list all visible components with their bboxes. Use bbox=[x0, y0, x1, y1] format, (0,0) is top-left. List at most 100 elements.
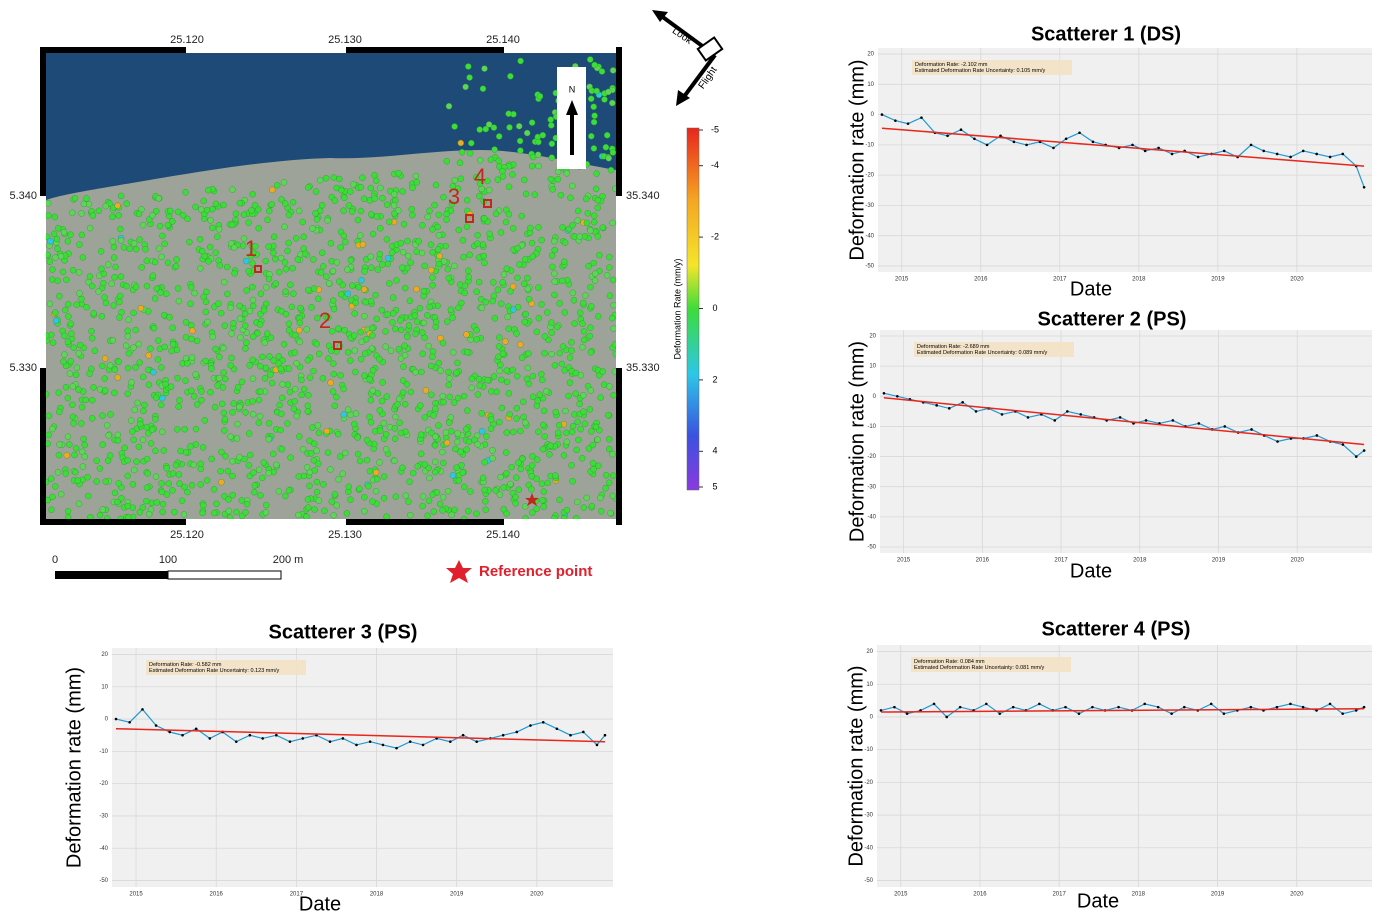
y-tick-label: 20 bbox=[866, 649, 873, 655]
map-point bbox=[68, 330, 75, 337]
map-point bbox=[328, 258, 335, 265]
map-point bbox=[476, 126, 483, 133]
map-point bbox=[594, 436, 601, 443]
map-point bbox=[265, 243, 272, 250]
map-point bbox=[410, 469, 417, 477]
data-point bbox=[984, 702, 988, 706]
map-point bbox=[231, 270, 238, 277]
data-point bbox=[1315, 434, 1319, 437]
map-point bbox=[361, 286, 368, 293]
map-point bbox=[392, 493, 399, 500]
map-point bbox=[86, 273, 94, 280]
map-point bbox=[547, 175, 555, 183]
map-point bbox=[585, 445, 593, 452]
map-point bbox=[221, 322, 229, 329]
data-point bbox=[920, 116, 923, 119]
map-point bbox=[243, 287, 250, 294]
map-point bbox=[132, 364, 139, 371]
map-point bbox=[535, 315, 542, 322]
map-point bbox=[431, 468, 439, 476]
map-point bbox=[49, 276, 56, 283]
y-tick-label: 0 bbox=[870, 715, 874, 721]
map-point bbox=[357, 328, 364, 336]
map-point bbox=[559, 224, 566, 231]
map-point bbox=[514, 244, 521, 252]
map-point bbox=[383, 393, 390, 400]
map-point bbox=[517, 147, 524, 154]
map-point bbox=[265, 469, 272, 477]
map-point bbox=[252, 243, 259, 250]
map-point bbox=[399, 264, 406, 271]
map-point bbox=[463, 426, 470, 433]
map-point bbox=[154, 337, 162, 344]
data-point bbox=[1362, 449, 1366, 452]
map-point bbox=[172, 262, 180, 270]
map-point bbox=[411, 312, 419, 319]
map-point bbox=[539, 131, 546, 139]
data-point bbox=[1064, 705, 1067, 709]
map-point bbox=[392, 413, 399, 421]
map-point bbox=[558, 360, 566, 368]
map-point bbox=[405, 498, 412, 505]
map-point bbox=[345, 406, 352, 413]
map-point bbox=[265, 275, 273, 283]
y-axis-label: Deformation rate (mm) bbox=[846, 59, 868, 260]
map-point bbox=[356, 457, 364, 465]
map-point bbox=[359, 241, 367, 248]
map-point bbox=[574, 207, 582, 215]
map-point bbox=[586, 406, 594, 413]
map-point bbox=[282, 310, 290, 318]
map-point bbox=[315, 295, 322, 302]
map-point bbox=[577, 309, 584, 316]
map-point bbox=[569, 428, 576, 436]
y-tick-label: -50 bbox=[867, 545, 876, 551]
map-point bbox=[331, 197, 339, 204]
data-point bbox=[181, 733, 184, 737]
map-point bbox=[579, 455, 586, 462]
map-point bbox=[366, 468, 374, 475]
map-point bbox=[289, 265, 296, 272]
map-point bbox=[445, 102, 453, 110]
map-point bbox=[255, 396, 263, 404]
map-point bbox=[498, 376, 505, 383]
map-point bbox=[363, 456, 371, 464]
annotation: Deformation Rate: -2.689 mm bbox=[917, 344, 990, 350]
map-point bbox=[602, 472, 610, 479]
map-point bbox=[327, 239, 335, 247]
scatterer-markers bbox=[254, 199, 492, 350]
map-point bbox=[419, 502, 426, 510]
map-point bbox=[568, 347, 575, 354]
map-point bbox=[432, 181, 440, 189]
y-tick-label: -30 bbox=[864, 813, 873, 819]
map-point bbox=[137, 421, 144, 428]
map-point bbox=[279, 381, 286, 388]
map-point bbox=[46, 440, 51, 447]
map-point bbox=[425, 497, 433, 504]
map-point bbox=[174, 374, 181, 382]
data-point bbox=[1025, 143, 1028, 147]
map-point bbox=[484, 177, 491, 185]
map-point bbox=[343, 510, 351, 517]
map-point bbox=[52, 317, 60, 324]
map-point bbox=[276, 268, 283, 276]
data-point bbox=[882, 391, 886, 395]
map-point bbox=[465, 273, 472, 281]
map-point bbox=[240, 211, 248, 218]
map-point bbox=[209, 205, 216, 213]
map-point bbox=[369, 387, 376, 394]
series-line bbox=[883, 392, 1365, 458]
map-point bbox=[226, 514, 234, 519]
map-point bbox=[487, 425, 495, 432]
map-point bbox=[234, 420, 241, 428]
map-point bbox=[67, 320, 75, 327]
map-point bbox=[249, 398, 256, 405]
map-point bbox=[284, 420, 291, 427]
map-point bbox=[412, 330, 419, 338]
map-point bbox=[486, 230, 493, 238]
map-point bbox=[278, 196, 285, 203]
map-point bbox=[278, 410, 285, 418]
map-point bbox=[502, 338, 509, 345]
map-point bbox=[482, 298, 489, 306]
map-point bbox=[479, 428, 486, 435]
map-point bbox=[70, 344, 78, 351]
